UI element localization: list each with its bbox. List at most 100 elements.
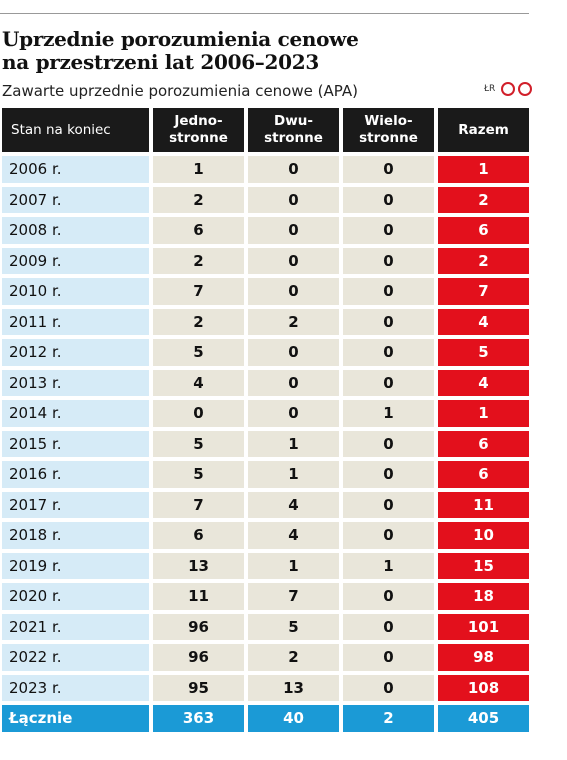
totals-value: 363 — [153, 705, 244, 732]
publisher-logo-icon-2 — [518, 82, 533, 96]
value-cell: 0 — [248, 400, 339, 427]
column-header-line: Dwu- — [274, 113, 313, 129]
year-cell: 2008 r. — [2, 217, 149, 244]
value-cell: 0 — [343, 430, 434, 457]
value-cell: 96 — [153, 613, 244, 640]
totals-value: 2 — [343, 705, 434, 732]
value-cell: 0 — [343, 461, 434, 488]
total-cell: 98 — [438, 644, 529, 671]
column-header-line: Razem — [458, 121, 509, 138]
chart-title-line-1: Uprzednie porozumienia cenowe — [2, 27, 359, 51]
table-row: 2008 r. 6 0 0 6 — [2, 217, 529, 248]
value-cell: 0 — [343, 278, 434, 305]
publisher-logo-icon — [501, 82, 516, 96]
value-cell: 0 — [343, 339, 434, 366]
chart-title-line-2: na przestrzeni lat 2006–2023 — [2, 50, 319, 74]
value-cell: 0 — [153, 400, 244, 427]
total-cell: 7 — [438, 278, 529, 305]
year-cell: 2023 r. — [2, 674, 149, 701]
totals-row: Łącznie 363 40 2 405 — [2, 705, 529, 736]
total-cell: 15 — [438, 552, 529, 579]
value-cell: 5 — [248, 613, 339, 640]
value-cell: 7 — [248, 583, 339, 610]
header-row: Stan na koniec Jedno-stronne Dwu-stronne Wi… — [2, 108, 529, 156]
table-row: 2023 r. 95 13 0 108 — [2, 674, 529, 706]
table-row: 2013 r. 4 0 0 4 — [2, 369, 529, 401]
value-cell: 0 — [343, 583, 434, 610]
column-header-line: stronne — [169, 130, 228, 146]
value-cell: 1 — [153, 156, 244, 183]
year-cell: 2016 r. — [2, 461, 149, 488]
value-cell: 2 — [248, 308, 339, 335]
top-rule — [0, 13, 529, 14]
column-header: Jedno-stronne — [153, 108, 244, 152]
table-row: 2021 r. 96 5 0 101 — [2, 613, 529, 645]
value-cell: 11 — [153, 583, 244, 610]
column-header-line: stronne — [359, 130, 418, 146]
value-cell: 2 — [153, 308, 244, 335]
value-cell: 2 — [153, 247, 244, 274]
value-cell: 0 — [343, 369, 434, 396]
total-cell: 10 — [438, 522, 529, 549]
year-cell: 2012 r. — [2, 339, 149, 366]
value-cell: 5 — [153, 339, 244, 366]
total-cell: 5 — [438, 339, 529, 366]
year-cell: 2010 r. — [2, 278, 149, 305]
total-cell: 1 — [438, 156, 529, 183]
value-cell: 0 — [343, 674, 434, 701]
value-cell: 0 — [343, 491, 434, 518]
value-cell: 0 — [343, 247, 434, 274]
table-row: 2009 r. 2 0 0 2 — [2, 247, 529, 279]
value-cell: 1 — [248, 461, 339, 488]
value-cell: 6 — [153, 217, 244, 244]
table-row: 2015 r. 5 1 0 6 — [2, 430, 529, 462]
table-row: 2014 r. 0 0 1 1 — [2, 400, 529, 431]
total-cell: 11 — [438, 491, 529, 518]
year-cell: 2017 r. — [2, 491, 149, 518]
value-cell: 1 — [343, 400, 434, 427]
value-cell: 13 — [153, 552, 244, 579]
column-header-line: stronne — [264, 130, 323, 146]
value-cell: 5 — [153, 461, 244, 488]
year-cell: 2013 r. — [2, 369, 149, 396]
value-cell: 6 — [153, 522, 244, 549]
total-cell: 2 — [438, 186, 529, 213]
value-cell: 13 — [248, 674, 339, 701]
value-cell: 1 — [343, 552, 434, 579]
table-row: 2010 r. 7 0 0 7 — [2, 278, 529, 309]
value-cell: 0 — [248, 156, 339, 183]
total-cell: 18 — [438, 583, 529, 610]
value-cell: 0 — [343, 308, 434, 335]
totals-label: Łącznie — [2, 705, 149, 732]
total-cell: 1 — [438, 400, 529, 427]
year-cell: 2014 r. — [2, 400, 149, 427]
table-row: 2011 r. 2 2 0 4 — [2, 308, 529, 340]
value-cell: 0 — [343, 613, 434, 640]
column-header: Razem — [438, 108, 529, 152]
column-header-line: Jedno- — [174, 113, 223, 129]
total-cell: 4 — [438, 308, 529, 335]
total-cell: 6 — [438, 217, 529, 244]
table-row: 2006 r. 1 0 0 1 — [2, 156, 529, 187]
value-cell: 0 — [248, 186, 339, 213]
value-cell: 0 — [248, 369, 339, 396]
totals-value: 40 — [248, 705, 339, 732]
total-cell: 108 — [438, 674, 529, 701]
table-row: 2022 r. 96 2 0 98 — [2, 644, 529, 675]
column-header-line: Stan na koniec — [11, 121, 111, 138]
value-cell: 4 — [153, 369, 244, 396]
column-header: Stan na koniec — [2, 108, 149, 152]
year-cell: 2021 r. — [2, 613, 149, 640]
year-cell: 2018 r. — [2, 522, 149, 549]
value-cell: 0 — [343, 217, 434, 244]
author-initials: ŁR — [484, 84, 496, 94]
table-row: 2019 r. 13 1 1 15 — [2, 552, 529, 584]
year-cell: 2020 r. — [2, 583, 149, 610]
column-header: Wielo-stronne — [343, 108, 434, 152]
value-cell: 0 — [343, 644, 434, 671]
value-cell: 4 — [248, 491, 339, 518]
value-cell: 0 — [343, 522, 434, 549]
table-row: 2016 r. 5 1 0 6 — [2, 461, 529, 492]
year-cell: 2015 r. — [2, 430, 149, 457]
chart-title: Uprzednie porozumienia cenowe na przestr… — [2, 28, 359, 74]
